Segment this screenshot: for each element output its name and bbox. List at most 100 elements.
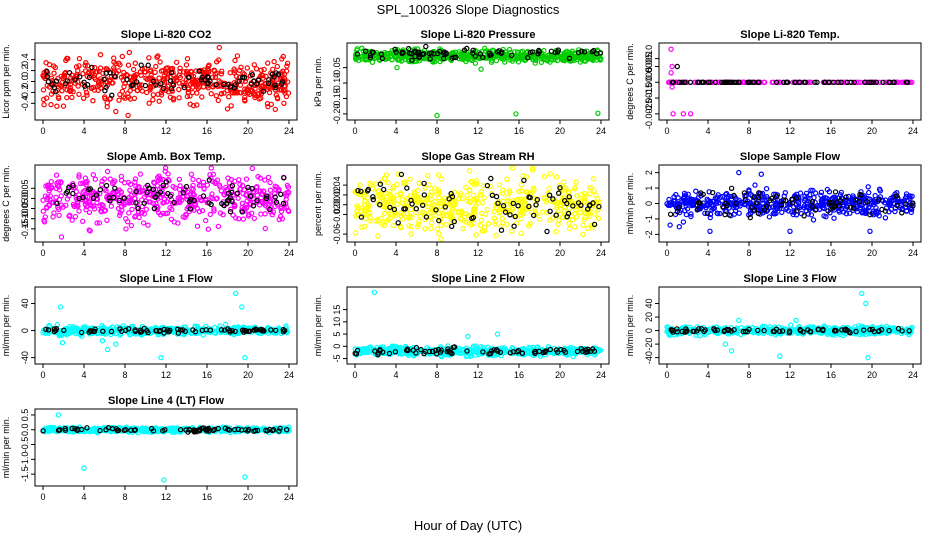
data-point — [189, 89, 196, 96]
series-group — [54, 175, 287, 215]
data-point — [265, 86, 271, 93]
panel-title: Slope Gas Stream RH — [421, 151, 534, 163]
data-point — [121, 69, 127, 76]
data-point — [168, 69, 175, 76]
data-point — [719, 79, 725, 86]
panel-ylabel: degrees C per min. — [1, 165, 11, 242]
data-point — [369, 49, 375, 55]
data-point — [190, 176, 196, 183]
data-point — [251, 91, 258, 98]
data-point — [676, 223, 683, 230]
data-point — [423, 43, 429, 50]
data-point — [729, 79, 735, 86]
data-point — [371, 289, 378, 296]
data-point — [162, 165, 169, 171]
data-point — [76, 74, 83, 80]
data-point — [138, 72, 144, 79]
data-point — [132, 60, 138, 66]
data-point — [167, 78, 174, 84]
data-point — [242, 89, 249, 95]
data-point — [425, 172, 431, 179]
data-point — [135, 209, 142, 215]
y-tick-label: -0.05 — [332, 57, 342, 78]
x-tick-label: 12 — [785, 248, 795, 258]
y-tick-label: -0.15 — [332, 88, 342, 109]
data-point — [466, 167, 473, 174]
data-point — [538, 59, 545, 66]
data-point — [53, 194, 59, 200]
data-point — [262, 225, 268, 232]
data-point — [100, 202, 106, 209]
panel-ylabel: ml/min per min. — [313, 295, 323, 357]
data-point — [592, 211, 598, 217]
data-point — [66, 213, 72, 219]
data-point — [97, 52, 104, 58]
data-point — [232, 68, 238, 74]
figure-xlabel: Hour of Day (UTC) — [414, 518, 522, 533]
data-point — [224, 106, 231, 112]
x-tick-label: 4 — [81, 370, 86, 380]
data-point — [90, 195, 97, 201]
data-point — [142, 69, 149, 75]
data-point — [551, 54, 558, 61]
data-point — [77, 180, 84, 187]
data-point — [98, 81, 105, 87]
x-tick-label: 20 — [243, 248, 253, 258]
data-point — [284, 63, 290, 69]
data-point — [199, 74, 205, 81]
data-point — [129, 82, 135, 89]
series-group — [352, 165, 602, 242]
data-point — [540, 53, 546, 59]
data-point — [220, 211, 226, 218]
data-point — [150, 78, 157, 85]
data-point — [194, 223, 201, 229]
data-point — [135, 205, 141, 212]
data-point — [107, 70, 113, 76]
data-point — [76, 63, 82, 69]
data-point — [267, 206, 273, 213]
x-tick-label: 16 — [514, 248, 524, 258]
data-point — [493, 193, 500, 200]
panel-title: Slope Li-820 CO2 — [121, 29, 211, 41]
data-point — [48, 101, 54, 108]
data-point — [399, 49, 405, 55]
data-point — [880, 79, 886, 86]
data-point — [280, 200, 287, 207]
data-point — [731, 79, 737, 86]
data-point — [94, 220, 100, 226]
data-point — [240, 216, 247, 222]
data-point — [43, 60, 49, 66]
data-point — [132, 176, 139, 182]
data-point — [154, 183, 161, 189]
data-point — [233, 73, 240, 80]
data-point — [496, 182, 503, 188]
x-tick-label: 24 — [596, 248, 606, 258]
data-point — [245, 184, 251, 191]
data-point — [194, 197, 200, 203]
data-point — [438, 222, 444, 228]
data-point — [470, 50, 476, 56]
data-point — [133, 79, 140, 85]
data-point — [191, 201, 198, 207]
data-point — [882, 215, 889, 221]
data-point — [242, 208, 248, 214]
data-point — [117, 210, 124, 216]
data-point — [667, 222, 673, 228]
data-point — [393, 49, 399, 55]
x-tick-label: 16 — [202, 126, 212, 136]
data-point — [154, 54, 160, 60]
data-point — [822, 79, 828, 86]
data-point — [595, 110, 601, 117]
data-point — [572, 224, 578, 230]
data-point — [181, 84, 187, 91]
panel-ylabel: percent per min. — [313, 171, 323, 236]
data-point — [488, 59, 495, 65]
x-tick-label: 12 — [785, 126, 795, 136]
data-point — [137, 69, 144, 75]
data-point — [365, 195, 371, 201]
data-point — [208, 165, 214, 171]
data-point — [271, 58, 277, 65]
data-point — [252, 86, 258, 92]
data-point — [437, 46, 443, 52]
data-point — [470, 192, 477, 198]
